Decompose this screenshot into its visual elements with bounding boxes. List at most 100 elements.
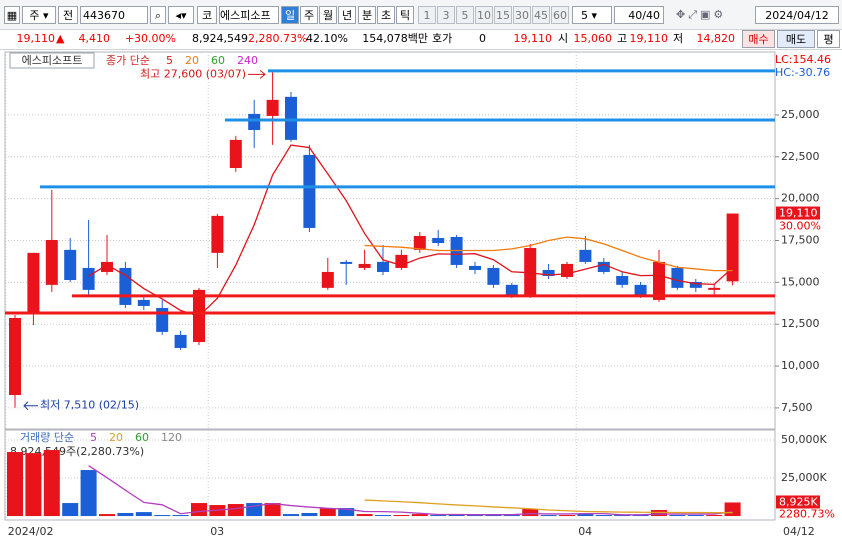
sound-icon[interactable]: ◂▾ bbox=[168, 6, 194, 24]
price: 19,110 bbox=[16, 32, 56, 45]
candle-body bbox=[561, 263, 573, 277]
last-date: 04/12 bbox=[783, 525, 815, 538]
minute-button[interactable]: 15 bbox=[494, 6, 512, 24]
volume-bar bbox=[467, 515, 483, 517]
ma-line bbox=[364, 499, 733, 514]
button[interactable]: 평 bbox=[817, 30, 840, 48]
volume-bar bbox=[172, 515, 189, 517]
candle-body bbox=[726, 213, 739, 282]
volume-bar bbox=[393, 515, 410, 517]
volume-label: 거래량 단순 bbox=[20, 431, 74, 444]
minute-button[interactable]: 45 bbox=[532, 6, 550, 24]
value: 154,078백만 bbox=[362, 32, 428, 45]
arrow bbox=[23, 401, 38, 411]
volume-bar bbox=[687, 515, 704, 517]
label: 호가 bbox=[432, 32, 453, 45]
market-select[interactable]: 주 ▾ bbox=[22, 6, 56, 24]
candle-body bbox=[395, 254, 408, 268]
button[interactable]: 전 bbox=[58, 6, 78, 24]
volume-bar bbox=[577, 514, 594, 517]
label: 5 bbox=[581, 9, 588, 22]
period-button[interactable]: 초 bbox=[377, 6, 395, 24]
volume-bar bbox=[191, 503, 207, 517]
volume-bar bbox=[135, 512, 152, 517]
volume-pct-label: 2280.73% bbox=[779, 507, 835, 520]
volume-bar bbox=[375, 515, 391, 517]
ma-line bbox=[88, 144, 734, 317]
search-icon[interactable]: ⌕ bbox=[150, 6, 166, 24]
volume-bar bbox=[614, 515, 631, 517]
x-tick-label: 04 bbox=[578, 525, 592, 538]
candle-body bbox=[248, 113, 261, 130]
candle-body bbox=[487, 267, 500, 285]
y-tick-label: 22,500 bbox=[781, 150, 820, 163]
stock-name: 에스피소프 bbox=[219, 6, 279, 24]
up-arrow: ▲ bbox=[56, 32, 65, 45]
ma-label: 종가 단순 bbox=[106, 54, 150, 67]
ma-line bbox=[364, 236, 733, 272]
candle-body bbox=[64, 249, 77, 280]
button[interactable]: 코 bbox=[197, 6, 217, 24]
minute-button[interactable]: 60 bbox=[551, 6, 569, 24]
volume-pct: 2,280.73% bbox=[248, 32, 308, 45]
candle-body bbox=[524, 248, 537, 295]
volume-bar bbox=[301, 513, 318, 517]
candle-body bbox=[101, 261, 113, 272]
y-tick-label: 25,000K bbox=[781, 471, 827, 484]
y-tick-label: 25,000 bbox=[781, 108, 820, 121]
date-input[interactable]: 2024/04/12 bbox=[755, 6, 839, 24]
change-pct: +30.00% bbox=[124, 32, 176, 45]
change-tag-label: 30.00% bbox=[779, 220, 821, 233]
period-button[interactable]: 월 bbox=[319, 6, 337, 24]
x-tick-label: 03 bbox=[210, 525, 224, 538]
volume-bar bbox=[411, 514, 428, 517]
volume-bar bbox=[632, 515, 649, 517]
buy-button[interactable]: 매수 bbox=[742, 30, 775, 48]
volume-bar bbox=[154, 515, 171, 517]
candle-body bbox=[9, 318, 21, 396]
price-tag-label: 19,110 bbox=[779, 207, 818, 220]
candle-body bbox=[340, 261, 353, 264]
candle-body bbox=[174, 334, 187, 348]
toolbar: ▦ 주 ▾ 전 443670 ⌕ ◂▾ 코 에스피소프 일 주 월 년 분 초 … bbox=[0, 0, 842, 30]
volume-bar bbox=[227, 504, 244, 517]
candle-body bbox=[285, 96, 297, 140]
candle-body bbox=[358, 263, 371, 268]
candle-body bbox=[616, 275, 629, 285]
label: 주 bbox=[29, 9, 40, 22]
period-button[interactable]: 일 bbox=[281, 6, 299, 24]
candle-body bbox=[413, 235, 426, 250]
period-button[interactable]: 분 bbox=[358, 6, 376, 24]
minute-button[interactable]: 30 bbox=[513, 6, 531, 24]
minute-button[interactable]: 3 bbox=[437, 6, 455, 24]
period-button[interactable]: 주 bbox=[300, 6, 318, 24]
ma-legend: 60 bbox=[211, 54, 225, 67]
code-input[interactable]: 443670 bbox=[80, 6, 148, 24]
volume-bar bbox=[724, 502, 741, 517]
turnover: 42.10% bbox=[306, 32, 348, 45]
candle-body bbox=[542, 269, 555, 276]
minute-button[interactable]: 1 bbox=[418, 6, 436, 24]
minute-button[interactable]: 10 bbox=[475, 6, 493, 24]
volume-bar bbox=[706, 515, 723, 517]
volume-bar bbox=[25, 453, 42, 517]
y-tick-label: 50,000K bbox=[781, 433, 827, 446]
candle-body bbox=[708, 287, 721, 290]
period-button[interactable]: 년 bbox=[338, 6, 356, 24]
volume-bar bbox=[264, 503, 281, 517]
label: 고 bbox=[617, 32, 628, 45]
menu-icon[interactable]: ▦ bbox=[4, 6, 20, 24]
y-tick-label: 20,000 bbox=[781, 192, 820, 205]
volume-bar bbox=[540, 515, 557, 517]
candle-body bbox=[505, 284, 518, 296]
count-input[interactable]: 5 ▾ bbox=[572, 6, 612, 24]
sell-button[interactable]: 매도 bbox=[777, 30, 815, 48]
candle-body bbox=[119, 267, 132, 305]
count-display: 40/40 bbox=[614, 6, 664, 24]
minute-button[interactable]: 5 bbox=[456, 6, 474, 24]
period-button[interactable]: 틱 bbox=[396, 6, 414, 24]
candle-body bbox=[266, 99, 279, 116]
tool-icons[interactable]: ✥⤢▣⚙ bbox=[676, 8, 727, 21]
candle-body bbox=[82, 267, 95, 290]
